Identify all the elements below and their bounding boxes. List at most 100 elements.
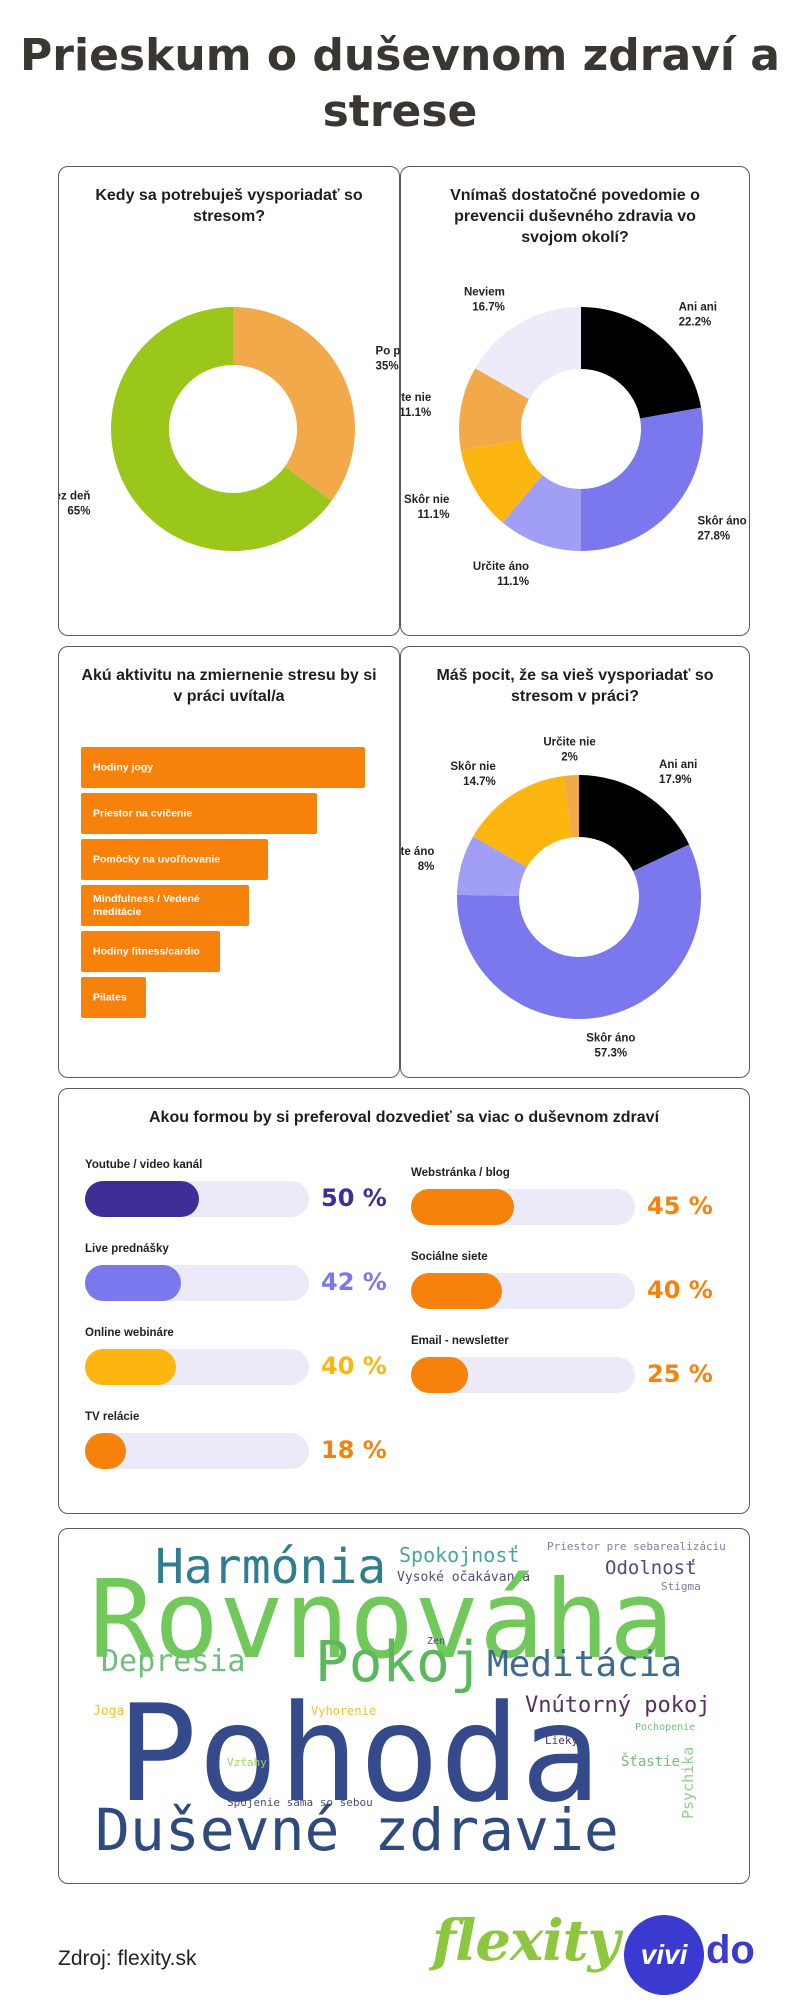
pref-value: 45 %: [647, 1192, 713, 1220]
slice-skor-ano: [457, 844, 701, 1019]
pref-value: 40 %: [647, 1276, 713, 1304]
pref-track: [411, 1357, 635, 1393]
word-harmonia: Harmónia: [155, 1539, 387, 1595]
slice-urcite-nie: [459, 368, 529, 451]
word-priestor-pre-sebarealizaciu: Priestor pre sebarealizáciu: [547, 1540, 726, 1553]
word-pochopenie: Pochopenie: [635, 1722, 696, 1733]
slice-label-skor-ano: Skôr áno 57.3%: [586, 1033, 635, 1060]
vivido-logo-text: do: [706, 1928, 755, 1972]
word-spokojnost: Spokojnosť: [399, 1543, 520, 1567]
pref-label-socialne-siete: Sociálne siete: [411, 1251, 488, 1263]
word-vyhorenie: Vyhorenie: [311, 1704, 377, 1718]
slice-label-skor-nie: Skôr nie 14.7%: [450, 761, 495, 788]
word-vnutorny-pokoj: Vnútorný pokoj: [525, 1693, 711, 1718]
bar-label: Pomôcky na uvoľňovanie: [93, 853, 221, 865]
bar-pomocky-na-uvolnovanie: Pomôcky na uvoľňovanie: [81, 839, 269, 880]
slice-skor-nie: [460, 439, 543, 523]
slice-label-neviem: Neviem 16.7%: [464, 286, 505, 313]
slice-skor-nie: [473, 775, 572, 868]
slice-label-urcite-ano: Určite áno 11.1%: [473, 561, 529, 588]
slice-label-urcite-nie: Určite nie 2%: [543, 736, 595, 763]
bar-label: Pilates: [93, 991, 127, 1003]
slice-po-praci: [233, 307, 355, 501]
pref-fill-tv-relacie: [85, 1433, 127, 1469]
pref-value: 40 %: [321, 1352, 387, 1380]
slice-urcite-nie: [563, 775, 579, 838]
card-wordcloud: Harmónia Spokojnosť Priestor pre sebareali…: [58, 1528, 750, 1884]
donut-chart-awareness: Ani ani 22.2% Skôr áno 27.8% Určite áno 11.1%…: [401, 286, 747, 588]
slice-cez-den: [110, 306, 332, 551]
pref-track: [85, 1181, 309, 1217]
slice-label-ani-ani: Ani ani 22.2%: [679, 301, 717, 328]
word-meditacia: Meditácia: [487, 1644, 683, 1685]
pref-label-email-newsletter: Email - newsletter: [411, 1335, 509, 1347]
bar-label: Hodiny fitness/cardio: [93, 945, 200, 957]
bar-label: Mindfulness / Vedené meditácie: [93, 892, 200, 918]
pref-label-youtube-video-kanal: Youtube / video kanál: [85, 1159, 203, 1171]
slice-neviem: [475, 307, 581, 400]
bar-label: Hodiny jogy: [93, 761, 154, 773]
vivi-logo: vivi: [624, 1915, 704, 1995]
slice-skor-ano: [581, 407, 703, 551]
pref-track: [85, 1349, 309, 1385]
pref-fill-live-prednasky: [85, 1265, 181, 1301]
slice-label-skor-nie: Skôr nie 11.1%: [404, 494, 449, 521]
pref-label-webstranka-blog: Webstránka / blog: [411, 1167, 510, 1179]
slice-urcite-ano: [457, 836, 527, 896]
slice-label-ani-ani: Ani ani 17.9%: [659, 759, 697, 786]
pref-label-online-webinare: Online webináre: [85, 1327, 174, 1339]
chart-title: Máš pocit, že sa vieš vysporiadať so str…: [436, 667, 714, 705]
pref-track: [411, 1189, 635, 1225]
card-coping: Máš pocit, že sa vieš vysporiadať so str…: [400, 646, 750, 1078]
pref-track: [411, 1273, 635, 1309]
word-pokoj: Pokoj: [315, 1630, 484, 1695]
slice-urcite-ano: [502, 474, 581, 551]
bar-hodiny-fitness-cardio: Hodiny fitness/cardio: [81, 931, 221, 972]
slice-ani-ani: [581, 307, 702, 419]
chart-title: Akou formou by si preferoval dozvedieť s…: [148, 1109, 660, 1126]
bar-label: Priestor na cvičenie: [93, 807, 193, 819]
word-stastie: Šťastie: [621, 1754, 681, 1770]
card-stress-time: Kedy sa potrebuješ vysporiadať so streso…: [58, 166, 401, 636]
word-vysoke-ocakavania: Vysoké očakávania: [397, 1570, 531, 1585]
pref-fill-email-newsletter: [411, 1357, 469, 1393]
card-awareness: Vnímaš dostatočné povedomie o prevencii …: [400, 166, 750, 636]
pref-value: 25 %: [647, 1360, 713, 1388]
pref-value: 18 %: [321, 1436, 387, 1464]
slice-label-po-praci: Po práci35%: [376, 345, 401, 372]
word-psychika: Psychika: [679, 1746, 697, 1819]
pref-fill-online-webinare: [85, 1349, 177, 1385]
bar-hodiny-jogy: Hodiny jogy: [81, 747, 365, 788]
pref-fill-socialne-siete: [411, 1273, 503, 1309]
word-lieky: Lieky: [545, 1734, 579, 1747]
chart-title: Vnímaš dostatočné povedomie o prevencii …: [450, 187, 700, 246]
word-rovnovaha: Rovnováha: [89, 1558, 675, 1683]
slice-label-skor-ano: Skôr áno 27.8%: [698, 516, 747, 543]
word-zen: Zen: [427, 1636, 446, 1647]
card-activities: Akú aktivitu na zmiernenie stresu by si …: [58, 646, 400, 1078]
source-note: Zdroj: flexity.sk: [58, 1947, 197, 1970]
card-preferences: Akou formou by si preferoval dozvedieť s…: [58, 1088, 750, 1514]
pref-fill-youtube-video-kanal: [85, 1181, 200, 1217]
pref-label-live-prednasky: Live prednášky: [85, 1243, 169, 1255]
word-dusevne-zdravie: Duševné zdravie: [95, 1796, 619, 1864]
bar-priestor-na-cvicenie: Priestor na cvičenie: [81, 793, 317, 834]
word-spojenie-sama-so-sebou: Spojenie sama so sebou: [227, 1796, 373, 1809]
pref-track: [85, 1433, 309, 1469]
chart-title: Akú aktivitu na zmiernenie stresu by si …: [81, 667, 377, 705]
bar-pilates: Pilates: [81, 977, 147, 1018]
word-stigma: Stigma: [661, 1580, 701, 1593]
pref-label-tv-relacie: TV relácie: [85, 1411, 140, 1423]
bar-mindfulness-vedene-meditacie: Mindfulness / Vedené meditácie: [81, 885, 249, 926]
word-joga: Joga: [93, 1704, 125, 1719]
pref-value: 50 %: [321, 1184, 387, 1212]
flexity-logo: flexity: [432, 1908, 620, 1974]
pref-value: 42 %: [321, 1268, 387, 1296]
chart-title: Kedy sa potrebuješ vysporiadať so streso…: [95, 187, 363, 225]
word-depresia: Depresia: [101, 1644, 246, 1679]
word-vztahy: Vzťahy: [227, 1756, 267, 1769]
